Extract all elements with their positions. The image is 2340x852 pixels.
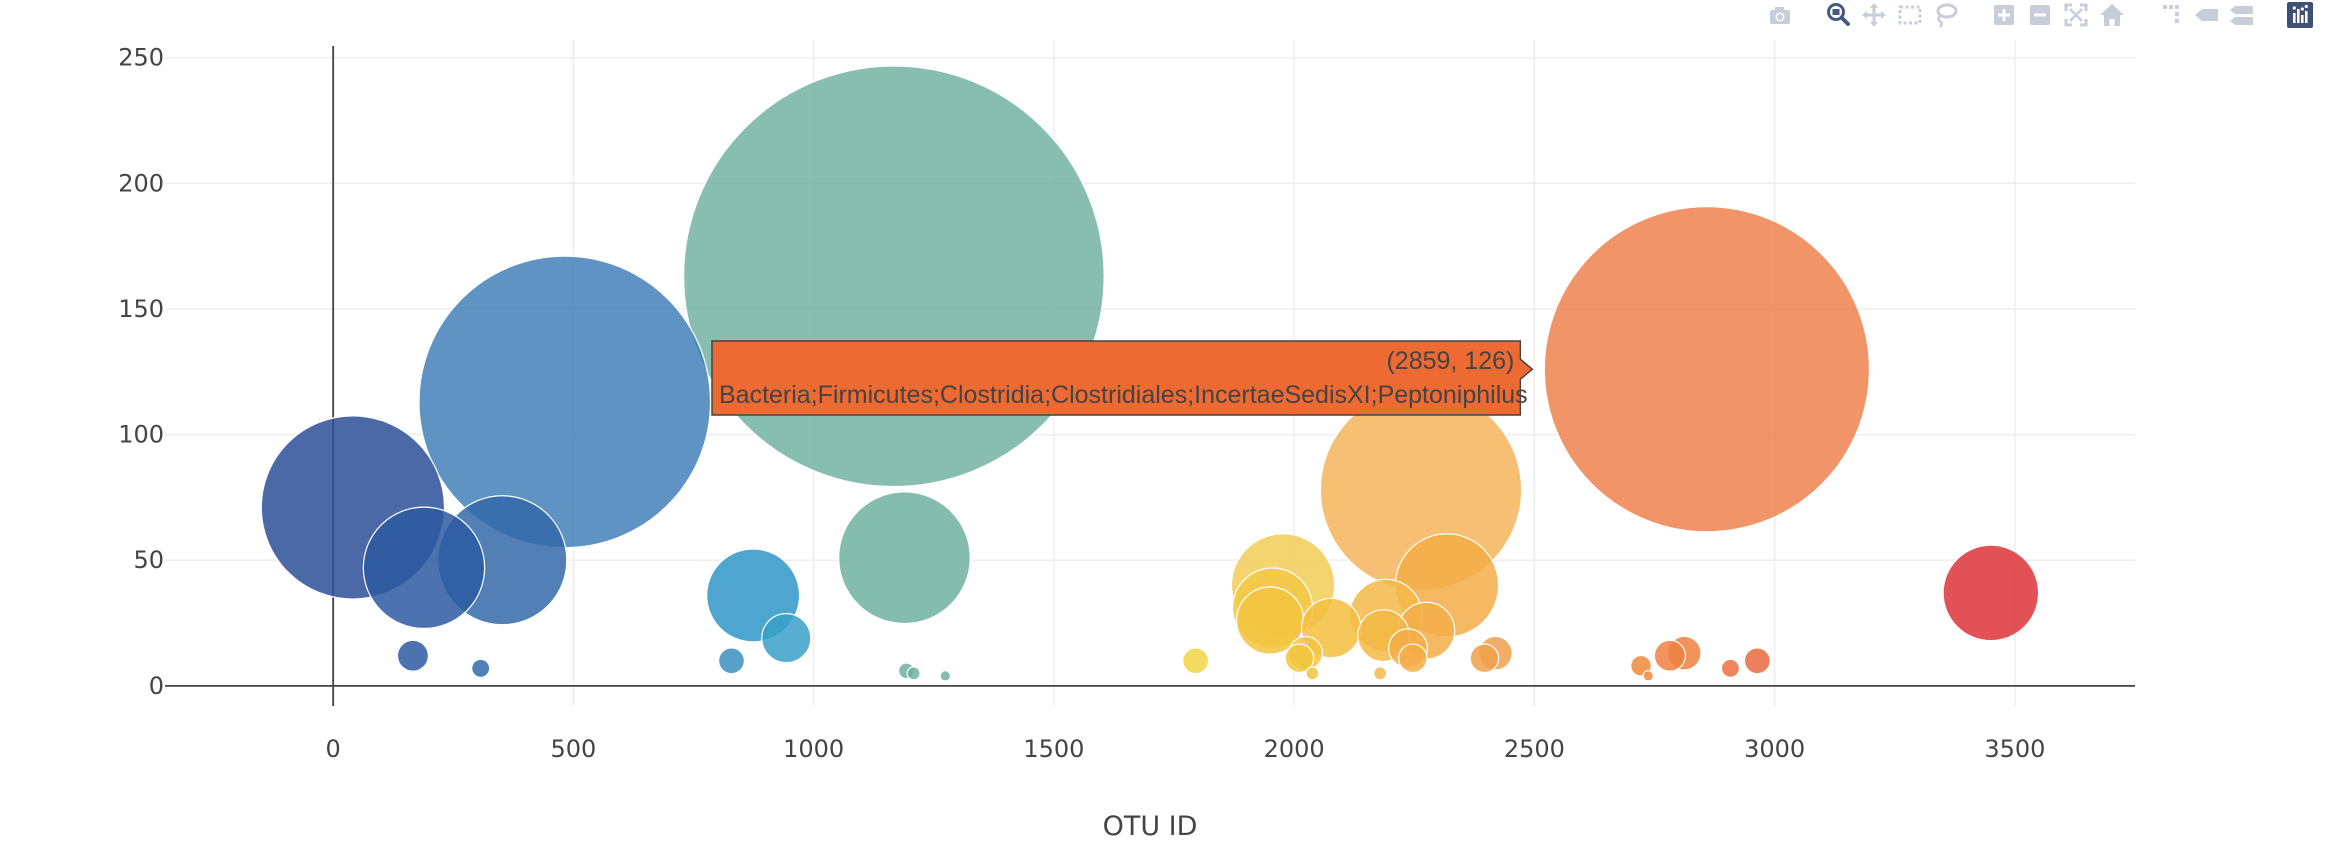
hover-taxonomy: Bacteria;Firmicutes;Clostridia;Clostridi… (719, 381, 1528, 409)
bubble-point[interactable] (1398, 643, 1428, 674)
lasso-select-button[interactable] (1928, 0, 1964, 30)
zoom-in-icon (1994, 5, 2014, 25)
pan-button[interactable] (1856, 0, 1892, 30)
bubble-point[interactable] (1284, 643, 1315, 674)
box-select-button[interactable] (1892, 0, 1928, 30)
bubble-point[interactable] (396, 639, 430, 672)
bubble-point[interactable] (1182, 647, 1210, 675)
x-tick-label: 1500 (1023, 735, 1084, 763)
modebar (1762, 0, 2318, 30)
reset-axes-icon (2100, 4, 2124, 26)
pan-icon (1862, 3, 1886, 27)
plotly-logo-icon (2287, 2, 2313, 28)
x-tick-label: 3500 (1984, 735, 2045, 763)
hover-coords: (2859, 126) (1386, 347, 1514, 375)
bubble-point[interactable] (906, 666, 921, 681)
bubble-point[interactable] (939, 670, 952, 682)
autoscale-button[interactable] (2058, 0, 2094, 30)
bubble-point[interactable] (1743, 647, 1771, 675)
bubble-point[interactable] (418, 255, 712, 549)
bubble-point[interactable] (1543, 206, 1871, 533)
hover-closest-icon (2195, 9, 2218, 21)
x-tick-label: 2500 (1504, 735, 1565, 763)
spike-lines-icon (2163, 5, 2179, 23)
bubble-point[interactable] (1469, 643, 1500, 674)
x-axis-title: OTU ID (1103, 811, 1198, 842)
bubble-point[interactable] (761, 613, 812, 664)
x-tick-label: 0 (326, 735, 341, 763)
bubble-point[interactable] (838, 491, 971, 625)
y-tick-label: 100 (118, 421, 164, 449)
plotly-logo-button[interactable] (2282, 0, 2318, 30)
box-select-icon (1898, 5, 1922, 25)
bubble-point[interactable] (1653, 639, 1686, 672)
bubble-point[interactable] (1942, 544, 2040, 642)
lasso-select-icon (1936, 3, 1958, 28)
bubble-point[interactable] (471, 658, 491, 678)
zoom-button[interactable] (1820, 0, 1856, 30)
spike-lines-button[interactable] (2152, 0, 2188, 30)
hover-label: (2859, 126) Bacteria;Firmicutes;Clostridi… (711, 340, 1534, 416)
bubble-point[interactable] (1720, 658, 1741, 678)
zoom-in-button[interactable] (1986, 0, 2022, 30)
camera-icon (1770, 7, 1790, 24)
x-tick-label: 500 (551, 735, 597, 763)
y-tick-labels: 0 50 100 150 200 250 (118, 44, 164, 700)
bubble-point[interactable] (1305, 666, 1320, 681)
hover-box (711, 340, 1534, 416)
zoom-out-button[interactable] (2022, 0, 2058, 30)
camera-button[interactable] (1762, 0, 1798, 30)
zoom-icon (1827, 3, 1850, 26)
x-tick-label: 2000 (1264, 735, 1325, 763)
zoom-out-icon (2030, 5, 2050, 25)
hover-compare-icon (2230, 6, 2253, 25)
bubble-point[interactable] (1642, 670, 1655, 682)
x-tick-label: 3000 (1744, 735, 1805, 763)
y-tick-label: 250 (118, 44, 164, 72)
x-tick-label: 1000 (783, 735, 844, 763)
bubble-point[interactable] (717, 647, 745, 675)
bubble-point[interactable] (362, 506, 486, 630)
autoscale-icon (2064, 3, 2088, 27)
y-tick-label: 150 (118, 295, 164, 323)
hover-compare-button[interactable] (2224, 0, 2260, 30)
bubble-point[interactable] (683, 65, 1105, 488)
x-tick-labels: 0 500 1000 1500 2000 2500 3000 3500 (326, 735, 2046, 763)
y-tick-label: 0 (149, 672, 164, 700)
hover-closest-button[interactable] (2188, 0, 2224, 30)
y-tick-label: 200 (118, 169, 164, 197)
y-tick-label: 50 (133, 546, 164, 574)
bubble-point[interactable] (1373, 666, 1388, 681)
reset-axes-button[interactable] (2094, 0, 2130, 30)
